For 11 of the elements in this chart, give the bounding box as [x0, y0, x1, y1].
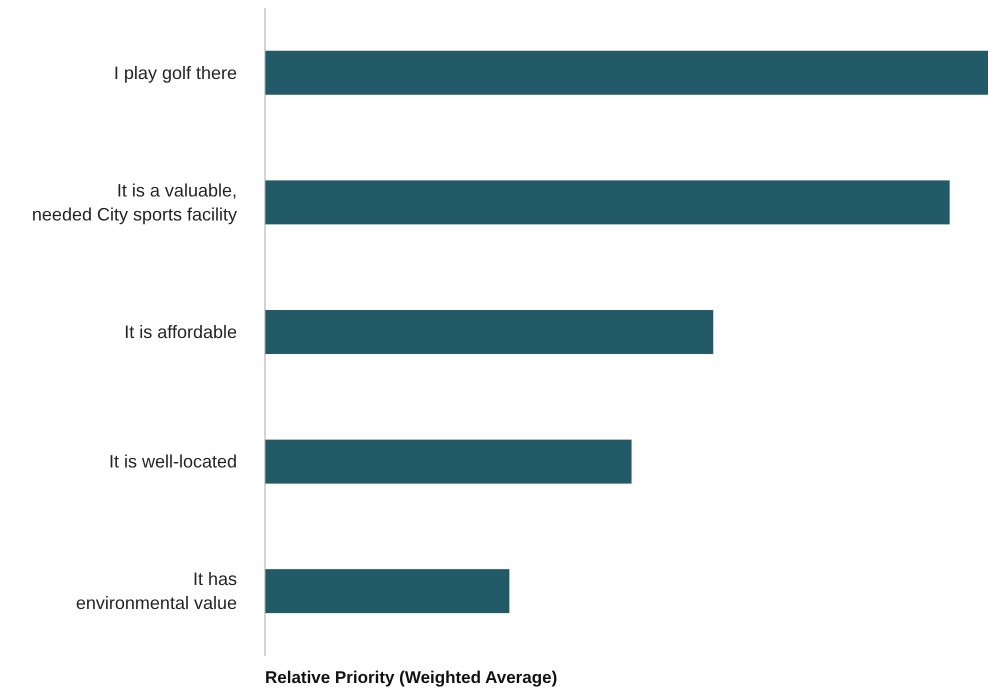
bar: [265, 440, 632, 484]
y-tick-label: It has environmental value: [76, 569, 237, 614]
y-tick-label: It is well-located: [108, 452, 237, 472]
y-tick-label: It is a valuable, needed City sports facility: [32, 180, 237, 224]
x-axis-title: Relative Priority (Weighted Average): [265, 668, 558, 688]
bar: [265, 180, 950, 224]
y-tick-label: I play golf there: [114, 62, 237, 83]
bar: [265, 310, 714, 354]
bar: [265, 569, 510, 614]
bar: [265, 50, 988, 95]
y-tick-label: It is affordable: [124, 322, 237, 342]
